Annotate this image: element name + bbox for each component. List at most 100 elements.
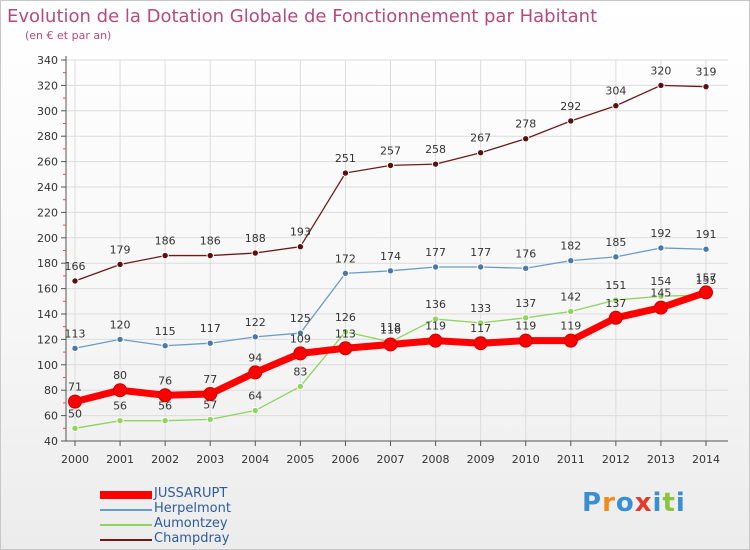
data-label-champdray: 188 bbox=[245, 232, 266, 245]
chart-subtitle: (en € et par an) bbox=[25, 29, 112, 42]
data-label-jussarupt: 94 bbox=[248, 351, 262, 364]
legend-swatch-aumontzey bbox=[100, 524, 152, 526]
data-point-aumontzey bbox=[341, 328, 350, 336]
y-tick-label: 60 bbox=[44, 410, 58, 423]
legend-label-champdray: Champdray bbox=[154, 531, 230, 546]
data-label-aumontzey: 142 bbox=[560, 290, 581, 303]
data-label-herpelmont: 176 bbox=[515, 247, 536, 260]
x-tick-label: 2005 bbox=[286, 453, 314, 466]
data-point-champdray bbox=[431, 160, 440, 168]
data-point-champdray bbox=[161, 251, 169, 260]
logo-letter: o bbox=[615, 488, 635, 518]
data-label-jussarupt: 119 bbox=[425, 320, 446, 333]
proxiti-logo: Proxiti bbox=[582, 488, 686, 518]
data-label-aumontzey: 133 bbox=[470, 302, 491, 315]
data-point-champdray bbox=[116, 260, 124, 269]
data-label-herpelmont: 125 bbox=[290, 312, 311, 325]
data-point-herpelmont bbox=[702, 245, 710, 253]
x-tick-label: 2000 bbox=[61, 453, 89, 466]
data-label-champdray: 267 bbox=[470, 132, 491, 145]
data-label-champdray: 193 bbox=[290, 226, 311, 239]
x-tick-label: 2012 bbox=[602, 453, 630, 466]
data-point-jussarupt bbox=[608, 310, 623, 325]
y-tick-label: 160 bbox=[37, 283, 58, 296]
legend-swatch-champdray bbox=[100, 539, 152, 541]
data-label-champdray: 292 bbox=[560, 100, 581, 113]
data-label-aumontzey: 155 bbox=[696, 274, 717, 287]
data-point-jussarupt bbox=[338, 341, 353, 356]
data-label-jussarupt: 109 bbox=[290, 332, 311, 345]
data-point-herpelmont bbox=[567, 256, 575, 265]
data-label-jussarupt: 145 bbox=[650, 287, 671, 300]
data-point-jussarupt bbox=[158, 388, 173, 403]
data-label-jussarupt: 137 bbox=[605, 297, 626, 310]
data-label-aumontzey: 154 bbox=[650, 275, 671, 288]
y-tick-label: 320 bbox=[37, 79, 58, 92]
data-point-jussarupt bbox=[563, 333, 578, 348]
data-point-aumontzey bbox=[251, 406, 259, 415]
y-tick-label: 300 bbox=[37, 105, 58, 118]
data-point-herpelmont bbox=[386, 267, 395, 275]
data-label-jussarupt: 77 bbox=[203, 373, 217, 386]
y-tick-label: 240 bbox=[37, 181, 58, 194]
data-point-champdray bbox=[296, 242, 305, 251]
logo-letter: t bbox=[662, 488, 676, 518]
data-label-champdray: 251 bbox=[335, 152, 356, 165]
y-tick-label: 100 bbox=[37, 359, 58, 372]
data-point-herpelmont bbox=[71, 344, 79, 352]
data-label-aumontzey: 137 bbox=[515, 297, 536, 310]
data-point-jussarupt bbox=[293, 346, 308, 361]
legend-label-jussarupt: JUSSARUPT bbox=[154, 486, 228, 501]
data-point-jussarupt bbox=[113, 383, 128, 398]
legend-swatch-herpelmont bbox=[100, 509, 152, 511]
data-point-jussarupt bbox=[699, 285, 713, 300]
data-label-jussarupt: 113 bbox=[335, 327, 356, 340]
x-tick-label: 2006 bbox=[331, 453, 359, 466]
data-point-herpelmont bbox=[657, 244, 665, 252]
data-label-herpelmont: 174 bbox=[380, 250, 401, 263]
data-label-jussarupt: 71 bbox=[68, 381, 82, 394]
data-point-herpelmont bbox=[341, 269, 350, 278]
data-point-jussarupt bbox=[68, 394, 82, 409]
logo-letter: i bbox=[652, 488, 663, 518]
data-label-aumontzey: 136 bbox=[425, 298, 446, 311]
data-label-jussarupt: 117 bbox=[470, 322, 491, 335]
data-label-herpelmont: 177 bbox=[470, 246, 491, 259]
data-label-aumontzey: 50 bbox=[68, 407, 82, 420]
data-label-aumontzey: 64 bbox=[248, 390, 262, 403]
data-point-champdray bbox=[657, 81, 665, 90]
data-point-aumontzey bbox=[431, 315, 440, 323]
x-tick-label: 2011 bbox=[557, 453, 585, 466]
y-tick-label: 40 bbox=[44, 435, 58, 448]
logo-letter: P bbox=[582, 488, 603, 518]
data-label-herpelmont: 120 bbox=[110, 318, 131, 331]
data-label-jussarupt: 119 bbox=[515, 320, 536, 333]
data-point-champdray bbox=[206, 251, 214, 260]
data-label-herpelmont: 182 bbox=[560, 240, 581, 253]
data-point-herpelmont bbox=[522, 264, 530, 272]
data-label-herpelmont: 113 bbox=[65, 327, 86, 340]
data-label-champdray: 258 bbox=[425, 143, 446, 156]
data-label-herpelmont: 115 bbox=[155, 325, 176, 338]
data-point-herpelmont bbox=[206, 339, 214, 347]
y-tick-label: 220 bbox=[37, 206, 58, 219]
data-point-champdray bbox=[702, 82, 710, 91]
data-label-champdray: 179 bbox=[110, 243, 131, 256]
data-point-jussarupt bbox=[383, 337, 398, 352]
data-label-champdray: 186 bbox=[200, 235, 221, 248]
data-point-herpelmont bbox=[476, 263, 485, 271]
data-point-jussarupt bbox=[473, 336, 488, 351]
y-tick-label: 200 bbox=[37, 232, 58, 245]
data-label-aumontzey: 56 bbox=[158, 400, 172, 413]
data-point-herpelmont bbox=[296, 329, 305, 337]
y-tick-label: 340 bbox=[37, 54, 58, 67]
data-point-jussarupt bbox=[653, 300, 668, 315]
data-point-aumontzey bbox=[476, 319, 485, 327]
data-point-herpelmont bbox=[251, 333, 259, 341]
data-point-herpelmont bbox=[116, 335, 124, 344]
data-label-herpelmont: 192 bbox=[650, 227, 671, 240]
y-tick-label: 140 bbox=[37, 308, 58, 321]
y-tick-label: 120 bbox=[37, 333, 58, 346]
